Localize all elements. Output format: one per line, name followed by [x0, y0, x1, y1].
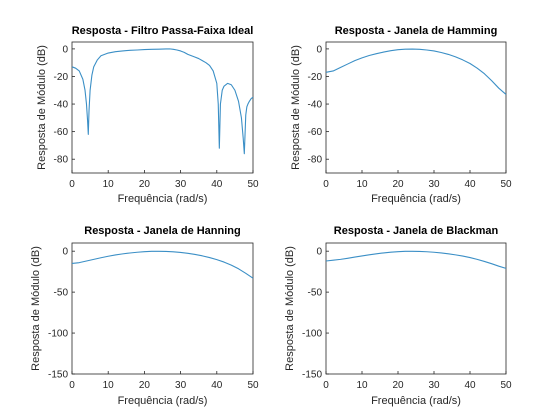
- y-axis-label: Resposta de Módulo (dB): [36, 45, 48, 170]
- series-line: [325, 48, 507, 95]
- x-tick-label: 50: [500, 380, 512, 391]
- y-ticks: 0 -20 -40 -60 -80: [54, 44, 75, 166]
- x-tick-label: 40: [464, 380, 476, 391]
- panel-hamming: Resposta - Janela de Hamming 0 10 20 30 40 50…: [290, 25, 512, 205]
- y-tick-label: -60: [308, 127, 323, 138]
- series-line: [71, 48, 254, 155]
- panel-ideal-bandpass: Resposta - Filtro Passa-Faixa Ideal 0 10 2…: [36, 25, 259, 205]
- y-ticks: 0 -50 -100 -150: [48, 247, 75, 381]
- x-tick-label: 30: [175, 179, 187, 190]
- x-axis-label: Frequência (rad/s): [371, 193, 461, 205]
- x-tick-label: 30: [175, 380, 187, 391]
- plot-frame: [71, 41, 254, 174]
- x-tick-label: 30: [428, 179, 440, 190]
- x-tick-label: 20: [139, 380, 151, 391]
- x-tick-label: 20: [392, 179, 404, 190]
- x-tick-label: 40: [211, 179, 223, 190]
- y-tick-label: -80: [308, 155, 323, 166]
- x-tick-label: 0: [323, 380, 329, 391]
- x-tick-label: 20: [139, 179, 151, 190]
- x-tick-label: 10: [103, 380, 115, 391]
- panel-title: Resposta - Filtro Passa-Faixa Ideal: [72, 25, 254, 37]
- x-ticks: 0 10 20 30 40 50: [323, 371, 512, 391]
- y-axis-label: Resposta de Módulo (dB): [284, 246, 296, 371]
- x-axis-label: Frequência (rad/s): [118, 193, 208, 205]
- panel-title: Resposta - Janela de Blackman: [334, 225, 499, 237]
- x-tick-label: 10: [356, 179, 368, 190]
- x-tick-label: 40: [464, 179, 476, 190]
- x-tick-label: 0: [323, 179, 329, 190]
- x-tick-label: 50: [500, 179, 512, 190]
- x-ticks: 0 10 20 30 40 50: [69, 170, 259, 190]
- plot-frame: [325, 242, 507, 375]
- y-tick-label: -150: [48, 370, 68, 381]
- x-tick-label: 50: [247, 179, 259, 190]
- series-line: [71, 250, 254, 279]
- y-axis-label: Resposta de Módulo (dB): [30, 246, 42, 371]
- x-tick-label: 10: [103, 179, 115, 190]
- y-tick-label: -50: [54, 288, 69, 299]
- y-tick-label: 0: [62, 44, 68, 55]
- y-tick-label: 0: [316, 247, 322, 258]
- panel-hanning: Resposta - Janela de Hanning 0 10 20 30 40 50…: [30, 225, 259, 407]
- panel-blackman: Resposta - Janela de Blackman 0 10 20 30 40 5…: [284, 225, 512, 407]
- x-ticks: 0 10 20 30 40 50: [323, 170, 512, 190]
- y-tick-label: 0: [316, 44, 322, 55]
- y-ticks: 0 -50 -100 -150: [302, 247, 329, 381]
- y-axis-label: Resposta de Módulo (dB): [290, 45, 302, 170]
- x-tick-label: 30: [428, 380, 440, 391]
- x-axis-label: Frequência (rad/s): [118, 395, 208, 407]
- x-tick-label: 0: [69, 179, 75, 190]
- x-tick-label: 10: [356, 380, 368, 391]
- y-tick-label: -150: [302, 370, 322, 381]
- y-tick-label: -40: [54, 100, 69, 111]
- plot-frame: [325, 41, 507, 174]
- y-tick-label: -100: [302, 329, 322, 340]
- x-tick-label: 50: [247, 380, 259, 391]
- y-tick-label: 0: [62, 247, 68, 258]
- x-tick-label: 40: [211, 380, 223, 391]
- x-axis-label: Frequência (rad/s): [371, 395, 461, 407]
- y-tick-label: -20: [308, 72, 323, 83]
- x-ticks: 0 10 20 30 40 50: [69, 371, 259, 391]
- plot-frame: [71, 242, 254, 375]
- panel-title: Resposta - Janela de Hanning: [84, 225, 240, 237]
- y-ticks: 0 -20 -40 -60 -80: [308, 44, 329, 166]
- panel-title: Resposta - Janela de Hamming: [335, 25, 498, 37]
- y-tick-label: -100: [48, 329, 68, 340]
- y-tick-label: -20: [54, 72, 69, 83]
- series-line: [325, 250, 507, 269]
- x-tick-label: 20: [392, 380, 404, 391]
- y-tick-label: -60: [54, 127, 69, 138]
- y-tick-label: -50: [308, 288, 323, 299]
- y-tick-label: -40: [308, 100, 323, 111]
- y-tick-label: -80: [54, 155, 69, 166]
- x-tick-label: 0: [69, 380, 75, 391]
